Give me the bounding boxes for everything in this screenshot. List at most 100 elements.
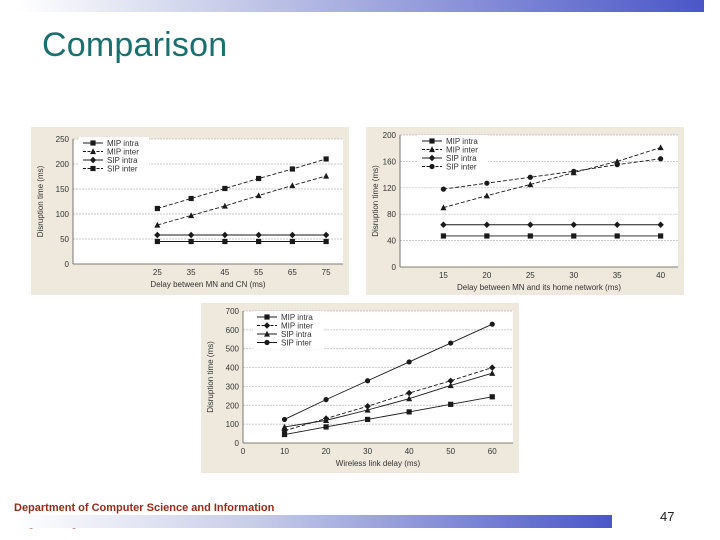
data-point-0 <box>614 233 620 239</box>
legend-label: SIP intra <box>446 154 477 163</box>
data-point-0 <box>188 238 194 245</box>
legend-label: SIP intra <box>107 156 138 165</box>
y-tick-label: 200 <box>226 401 240 410</box>
legend-swatch-marker <box>263 322 271 329</box>
legend-label: SIP intra <box>281 330 312 339</box>
y-tick-label: 0 <box>65 260 70 269</box>
chart-cn-delay: 0 50 100 150 200 250 25 35 45 55 65 75 Delay between… <box>36 135 343 289</box>
x-tick-label: 40 <box>405 447 414 456</box>
data-point-1 <box>289 182 296 189</box>
y-tick-label: 200 <box>383 131 397 140</box>
page-number: 47 <box>660 509 675 524</box>
x-tick-label: 35 <box>613 271 622 280</box>
data-point-3 <box>365 378 371 384</box>
legend-swatch-marker <box>90 140 96 146</box>
data-point-2 <box>570 221 577 228</box>
data-point-2 <box>406 395 413 402</box>
data-point-1 <box>323 172 330 179</box>
chart-home-delay: 0 40 80 120 160 200 15 20 25 30 35 40 Delay between … <box>371 131 678 292</box>
data-point-2 <box>323 417 330 423</box>
y-tick-label: 0 <box>392 263 397 272</box>
series-line-3 <box>443 158 661 190</box>
data-point-2 <box>221 231 229 239</box>
y-tick-label: 100 <box>226 420 240 429</box>
legend-swatch-marker <box>90 148 96 155</box>
x-tick-label: 35 <box>187 268 196 277</box>
data-point-3 <box>614 162 620 168</box>
data-point-3 <box>323 156 329 162</box>
y-tick-label: 100 <box>56 210 70 219</box>
legend-label: MIP intra <box>107 139 139 148</box>
data-point-3 <box>406 359 412 365</box>
legend-label: MIP inter <box>107 148 139 157</box>
legend-swatch-marker <box>429 163 435 170</box>
footer-accent-bar <box>14 515 612 528</box>
x-tick-label: 30 <box>569 271 578 280</box>
legend-label: SIP inter <box>107 165 138 174</box>
y-tick-label: 200 <box>56 160 70 169</box>
legend-swatch-marker <box>429 146 435 153</box>
y-tick-label: 300 <box>226 382 240 391</box>
y-axis-title: Disruption time (ms) <box>206 341 215 413</box>
data-point-3 <box>323 397 329 403</box>
data-point-1 <box>447 377 454 384</box>
data-point-0 <box>489 394 495 400</box>
data-point-0 <box>222 238 228 245</box>
y-tick-label: 700 <box>226 307 240 316</box>
x-tick-label: 55 <box>254 268 263 277</box>
series-line-1 <box>443 147 661 209</box>
legend-swatch-marker <box>264 339 270 346</box>
slide-title: Comparison <box>42 26 228 64</box>
series-line-2 <box>284 372 493 428</box>
data-point-1 <box>440 204 447 211</box>
data-point-1 <box>483 192 490 199</box>
top-accent-bar <box>18 0 704 12</box>
data-point-0 <box>527 233 533 239</box>
data-point-0 <box>323 424 329 430</box>
y-axis-title: Disruption time (ms) <box>371 165 380 237</box>
x-tick-label: 15 <box>439 271 448 280</box>
legend-swatch-marker <box>90 165 96 172</box>
legend-label: SIP inter <box>446 163 477 172</box>
x-tick-label: 25 <box>153 268 162 277</box>
data-point-0 <box>484 233 490 239</box>
legend-label: MIP inter <box>446 146 478 155</box>
data-point-2 <box>613 221 621 228</box>
x-tick-label: 65 <box>288 268 297 277</box>
data-point-3 <box>222 185 228 192</box>
x-axis-title: Delay between MN and CN (ms) <box>150 280 265 289</box>
data-point-0 <box>289 238 295 245</box>
data-point-0 <box>658 233 664 239</box>
data-point-0 <box>256 238 262 245</box>
data-point-2 <box>657 221 664 228</box>
y-tick-label: 160 <box>383 157 397 166</box>
data-point-3 <box>489 321 495 327</box>
chart-panel-home-delay: 0 40 80 120 160 200 15 20 25 30 35 40 Delay between … <box>366 127 684 295</box>
data-point-1 <box>405 389 413 397</box>
data-point-3 <box>527 174 533 180</box>
data-point-0 <box>365 416 371 423</box>
legend-swatch-marker <box>428 154 436 162</box>
data-point-0 <box>448 401 454 407</box>
data-point-3 <box>571 168 577 174</box>
legend-label: MIP intra <box>281 313 313 322</box>
data-point-2 <box>281 423 288 430</box>
y-tick-label: 40 <box>387 237 396 246</box>
data-point-3 <box>256 175 262 182</box>
x-tick-label: 45 <box>220 268 229 277</box>
series-line-3 <box>284 323 493 420</box>
data-point-2 <box>489 370 496 376</box>
y-tick-label: 400 <box>226 364 240 373</box>
data-point-2 <box>187 231 195 239</box>
data-point-3 <box>281 416 288 423</box>
x-tick-label: 50 <box>446 447 455 456</box>
data-point-1 <box>489 364 496 371</box>
data-point-2 <box>364 406 371 413</box>
data-point-3 <box>289 166 295 172</box>
legend-swatch-marker <box>429 138 435 144</box>
legend-swatch-marker <box>264 330 270 337</box>
x-axis-title: Wireless link delay (ms) <box>336 459 421 468</box>
x-tick-label: 40 <box>656 271 665 280</box>
series-line-1 <box>284 367 493 432</box>
x-tick-label: 60 <box>488 447 497 456</box>
